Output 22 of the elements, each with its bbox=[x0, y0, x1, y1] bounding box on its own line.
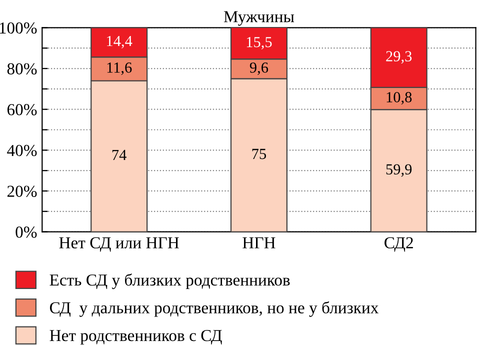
y-tick-label: 0% bbox=[16, 226, 37, 238]
x-tick-label: СД2 bbox=[384, 237, 413, 252]
x-tick-label: НГН bbox=[242, 237, 276, 248]
y-tick-label: 60% bbox=[7, 104, 37, 116]
data-label: 59,9 bbox=[386, 164, 412, 177]
y-tick-label: 80% bbox=[7, 63, 37, 75]
data-label: 11,6 bbox=[107, 62, 132, 75]
legend-label: Нет родственников с СД bbox=[50, 330, 222, 345]
data-label: 29,3 bbox=[386, 51, 412, 64]
x-tick-label: Нет СД или НГН bbox=[59, 237, 179, 252]
data-label: 74 bbox=[112, 150, 126, 160]
data-label: 15,5 bbox=[246, 36, 272, 50]
y-tick-label: 40% bbox=[7, 144, 37, 156]
y-tick-label: 20% bbox=[7, 186, 37, 197]
legend-label: Есть СД у близких родственников bbox=[50, 274, 290, 290]
chart-title: Мужчины bbox=[224, 11, 294, 26]
data-label: 10,8 bbox=[386, 92, 412, 105]
data-label: 9,6 bbox=[250, 62, 268, 75]
data-label: 75 bbox=[252, 148, 266, 160]
legend-label: СД у дальних родственников, но не у близких bbox=[50, 301, 379, 317]
data-label: 14,4 bbox=[107, 36, 132, 48]
y-tick-label: 100% bbox=[0, 22, 37, 34]
